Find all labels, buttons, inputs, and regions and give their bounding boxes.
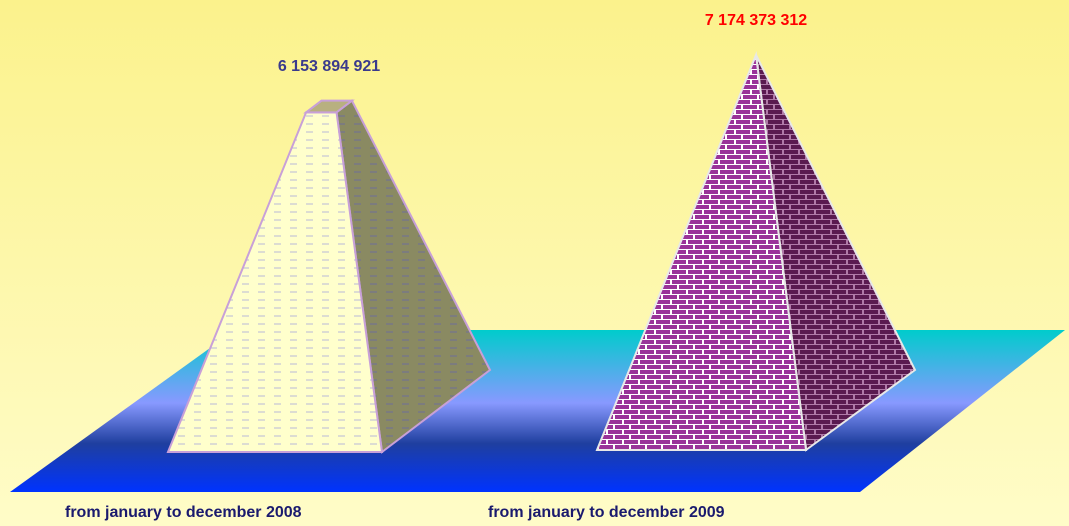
category-label: from january to december 2009 [488, 504, 725, 521]
category-label: from january to december 2008 [65, 504, 302, 521]
page: {"chart_data": {"type": "pyramid", "cate… [0, 0, 1069, 526]
chart: 6 153 894 921 from january to december 20… [0, 0, 1069, 526]
value-label: 7 174 373 312 [705, 12, 807, 29]
value-label: 6 153 894 921 [278, 58, 380, 75]
